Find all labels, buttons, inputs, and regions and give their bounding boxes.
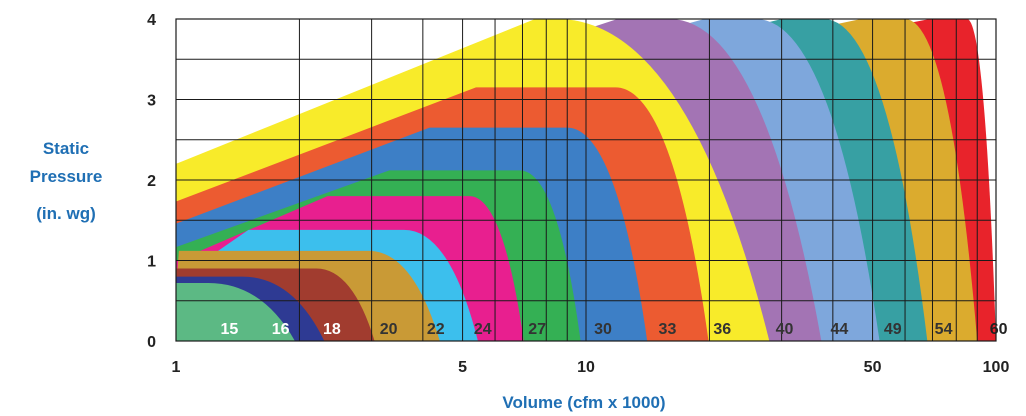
band-label-15: 15 bbox=[221, 321, 239, 338]
y-axis-title-line-1: Static bbox=[43, 139, 89, 158]
x-tick-label: 100 bbox=[983, 359, 1010, 376]
band-label-22: 22 bbox=[427, 321, 445, 338]
band-label-24: 24 bbox=[474, 321, 492, 338]
y-tick-label: 3 bbox=[147, 93, 156, 110]
x-tick-label: 10 bbox=[577, 359, 595, 376]
grid-lines bbox=[175, 18, 997, 342]
x-axis-title: Volume (cfm x 1000) bbox=[502, 393, 665, 412]
band-label-30: 30 bbox=[594, 321, 612, 338]
band-15 bbox=[176, 283, 295, 341]
y-axis-title-line-3: (in. wg) bbox=[36, 204, 95, 223]
x-tick-labels: 1 5 10 50 100 bbox=[172, 359, 1010, 376]
x-tick-label: 50 bbox=[864, 359, 882, 376]
band-label-44: 44 bbox=[831, 321, 849, 338]
y-axis-title: Static Pressure (in. wg) bbox=[30, 139, 103, 223]
x-tick-label: 5 bbox=[458, 359, 467, 376]
plot-frame bbox=[175, 18, 997, 342]
y-tick-labels: 0 1 2 3 4 bbox=[147, 12, 156, 351]
y-axis-title-line-2: Pressure bbox=[30, 167, 103, 186]
band-label-40: 40 bbox=[776, 321, 794, 338]
band-label-20: 20 bbox=[380, 321, 398, 338]
y-tick-label: 4 bbox=[147, 12, 156, 29]
x-tick-label: 1 bbox=[172, 359, 181, 376]
y-tick-label: 0 bbox=[147, 334, 156, 351]
band-label-33: 33 bbox=[659, 321, 677, 338]
band-label-36: 36 bbox=[713, 321, 731, 338]
band-label-16: 16 bbox=[272, 321, 290, 338]
band-label-18: 18 bbox=[323, 321, 341, 338]
y-tick-label: 2 bbox=[147, 173, 156, 190]
y-tick-label: 1 bbox=[147, 254, 156, 271]
band-labels: 15 16 18 20 22 24 27 30 33 36 40 44 49 54 60 bbox=[221, 321, 1008, 338]
band-label-27: 27 bbox=[528, 321, 546, 338]
band-label-49: 49 bbox=[884, 321, 902, 338]
band-label-60: 60 bbox=[990, 321, 1008, 338]
band-label-54: 54 bbox=[935, 321, 953, 338]
